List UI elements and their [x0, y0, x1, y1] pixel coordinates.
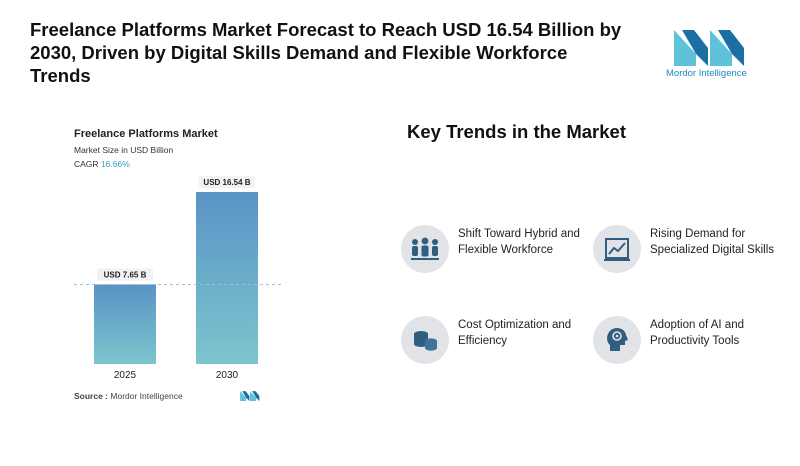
card-logo-icon — [240, 391, 260, 401]
data-label-background — [199, 176, 255, 188]
mordor-intelligence-logo: Mordor Intelligence — [666, 24, 756, 84]
data-label-background — [97, 268, 153, 281]
data-label: USD 16.54 B — [203, 178, 250, 187]
growth-chart-icon — [593, 225, 641, 273]
page-headline: Freelance Platforms Market Forecast to R… — [30, 19, 622, 86]
bar-chart: USD 7.65 B 2025 USD 16.54 B 2030 — [74, 176, 282, 381]
source-row: Source : Mordor Intelligence — [74, 391, 183, 401]
cagr-label: CAGR — [74, 159, 99, 169]
x-tick-label: 2030 — [216, 370, 239, 381]
market-size-chart-card: USD 7.65 B 2025 USD 16.54 B 2030 Freelance … — [64, 120, 290, 410]
chart-subtitle: Market Size in USD Billion — [74, 145, 174, 155]
logo-text: Mordor Intelligence — [666, 68, 747, 79]
trend-label: Adoption of AI and Productivity Tools — [650, 319, 744, 347]
cagr-value: 16.66% — [100, 159, 130, 169]
cagr-row: CAGR 16.66% — [74, 159, 130, 169]
trend-label: Shift Toward Hybrid and Flexible Workfor… — [458, 228, 580, 256]
trend-label: Cost Optimization and Efficiency — [458, 319, 572, 347]
bar-2025 — [94, 284, 156, 364]
trend-hybrid-workforce: Shift Toward Hybrid and Flexible Workfor… — [401, 225, 591, 285]
chart-title: Freelance Platforms Market — [74, 128, 218, 140]
key-trends-title: Key Trends in the Market — [407, 121, 626, 142]
people-group-icon — [401, 225, 449, 273]
bar-2030 — [196, 192, 258, 364]
data-label: USD 7.65 B — [104, 270, 147, 279]
source-value: Mordor Intelligence — [110, 391, 183, 401]
trend-ai-adoption: Adoption of AI and Productivity Tools — [593, 316, 783, 376]
x-tick-label: 2025 — [114, 370, 137, 381]
trend-cost-optimization: Cost Optimization and Efficiency — [401, 316, 591, 376]
logo-mark-icon — [674, 30, 744, 66]
source-label: Source : — [74, 391, 109, 401]
ai-head-icon — [593, 316, 641, 364]
trend-label: Rising Demand for Specialized Digital Sk… — [650, 228, 774, 256]
coins-stack-icon — [401, 316, 449, 364]
trend-digital-skills: Rising Demand for Specialized Digital Sk… — [593, 225, 783, 285]
